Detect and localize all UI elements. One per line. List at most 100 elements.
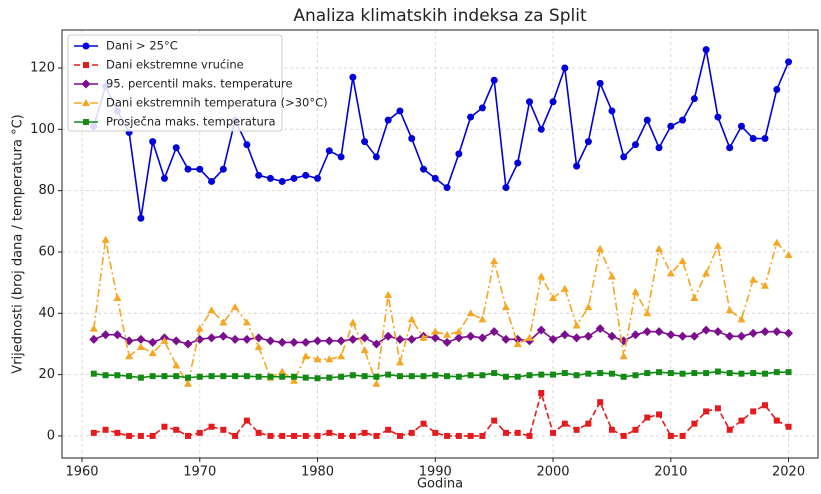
marker xyxy=(395,358,404,366)
marker xyxy=(689,331,699,341)
marker xyxy=(149,138,157,146)
plot-frame xyxy=(61,29,819,459)
marker xyxy=(572,321,581,329)
marker xyxy=(478,315,487,323)
marker xyxy=(455,150,463,158)
marker xyxy=(430,333,440,343)
marker xyxy=(420,165,428,173)
marker xyxy=(644,414,651,421)
marker xyxy=(749,275,758,283)
marker xyxy=(102,426,109,433)
marker xyxy=(525,98,533,106)
marker xyxy=(373,373,380,380)
marker xyxy=(82,99,90,106)
marker xyxy=(231,303,240,311)
marker xyxy=(679,116,687,124)
marker xyxy=(173,426,180,433)
marker xyxy=(338,432,345,439)
marker xyxy=(279,373,286,380)
marker xyxy=(630,330,640,340)
marker xyxy=(760,327,770,337)
marker xyxy=(620,432,627,439)
marker xyxy=(713,241,722,249)
marker xyxy=(444,373,451,380)
marker xyxy=(242,334,252,344)
x-tick-label: 2000 xyxy=(536,465,569,480)
marker xyxy=(81,79,91,89)
marker xyxy=(314,375,321,382)
marker xyxy=(644,370,651,377)
marker xyxy=(725,331,735,341)
marker xyxy=(207,306,216,314)
marker xyxy=(678,331,688,341)
marker xyxy=(173,373,180,380)
marker xyxy=(196,373,203,380)
marker xyxy=(360,346,369,354)
marker xyxy=(172,144,180,152)
marker xyxy=(265,336,275,346)
marker xyxy=(208,177,216,185)
legend-label: Dani ekstremne vrućine xyxy=(106,58,244,72)
marker xyxy=(325,147,333,155)
marker xyxy=(443,330,452,338)
marker xyxy=(750,370,757,377)
marker xyxy=(208,373,215,380)
marker xyxy=(301,352,310,360)
marker xyxy=(149,432,156,439)
marker xyxy=(243,141,251,149)
marker xyxy=(678,257,687,265)
marker xyxy=(573,162,581,170)
marker xyxy=(654,327,664,337)
marker xyxy=(136,343,145,351)
y-tick-label: 20 xyxy=(38,367,55,382)
marker xyxy=(703,370,710,377)
marker xyxy=(762,370,769,377)
marker xyxy=(349,432,356,439)
marker xyxy=(597,399,604,406)
y-tick-label: 80 xyxy=(38,183,55,198)
marker xyxy=(385,426,392,433)
marker xyxy=(536,325,546,335)
marker xyxy=(454,327,463,335)
marker xyxy=(726,426,733,433)
marker xyxy=(372,153,380,161)
marker xyxy=(232,432,239,439)
legend-label: Dani ekstremnih temperatura (>30°C) xyxy=(106,96,328,110)
marker xyxy=(491,417,498,424)
marker xyxy=(349,73,357,81)
x-tick-label: 2010 xyxy=(654,465,687,480)
marker xyxy=(584,303,593,311)
marker xyxy=(361,429,368,436)
y-tick-label: 100 xyxy=(30,122,55,137)
marker xyxy=(583,331,593,341)
marker xyxy=(384,290,393,298)
marker xyxy=(738,417,745,424)
marker xyxy=(585,370,592,377)
x-tick-label: 1960 xyxy=(65,465,98,480)
marker xyxy=(267,373,274,380)
marker xyxy=(773,369,780,376)
marker xyxy=(338,373,345,380)
y-tick-label: 120 xyxy=(30,61,55,76)
marker xyxy=(703,408,710,415)
marker xyxy=(196,429,203,436)
marker xyxy=(383,331,393,341)
marker xyxy=(361,138,369,146)
marker xyxy=(220,373,227,380)
marker xyxy=(302,432,309,439)
marker xyxy=(478,104,486,112)
marker xyxy=(467,372,474,379)
marker xyxy=(784,328,794,338)
marker xyxy=(761,281,770,289)
marker xyxy=(432,372,439,379)
marker xyxy=(230,334,240,344)
marker xyxy=(419,333,428,341)
marker xyxy=(726,144,734,152)
marker xyxy=(655,144,663,152)
legend-label: 95. percentil maks. temperature xyxy=(106,77,293,91)
marker xyxy=(220,426,227,433)
marker xyxy=(289,337,299,347)
marker xyxy=(643,116,651,124)
marker xyxy=(254,343,263,351)
